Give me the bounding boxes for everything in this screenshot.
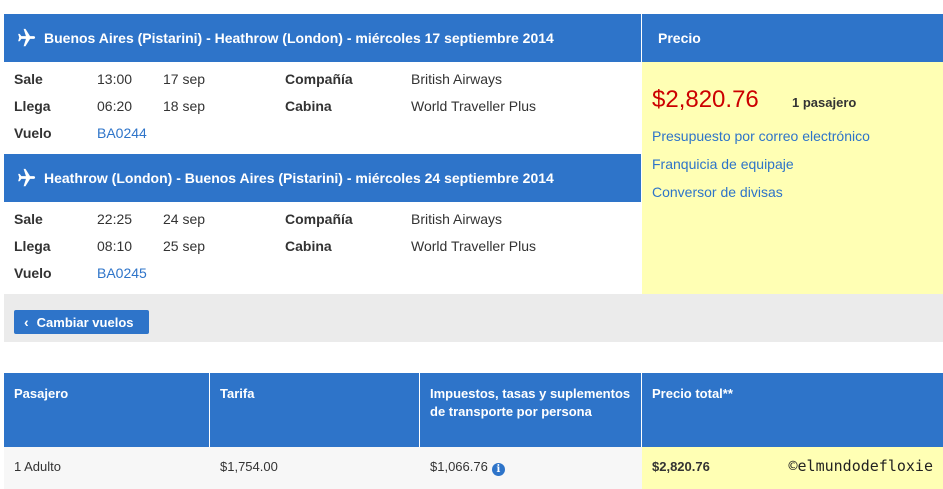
outbound-segment-body: Sale 13:00 17 sep Compañía British Airwa… — [4, 62, 641, 154]
total-value: $2,820.76 — [652, 459, 710, 474]
price-header-label: Precio — [658, 30, 701, 46]
total-cell: $2,820.76 ©elmundodefloxie — [642, 447, 943, 489]
total-price: $2,820.76 — [652, 86, 759, 113]
company-label: Compañía — [285, 71, 353, 87]
baggage-allowance-link[interactable]: Franquicia de equipaje — [652, 156, 794, 172]
passenger-count: 1 pasajero — [792, 95, 857, 110]
arrive-date: 18 sep — [163, 98, 206, 114]
depart-time: 13:00 — [97, 71, 133, 87]
depart-date: 24 sep — [163, 211, 206, 227]
info-icon[interactable]: i — [491, 463, 505, 476]
currency-converter-link[interactable]: Conversor de divisas — [652, 184, 783, 200]
action-bar: ‹ Cambiar vuelos — [4, 294, 943, 342]
arrive-time: 06:20 — [97, 98, 133, 114]
cabin-label: Cabina — [285, 238, 332, 254]
company-value: British Airways — [411, 71, 503, 87]
cabin-value: World Traveller Plus — [411, 238, 537, 254]
depart-label: Sale — [14, 71, 43, 87]
watermark: ©elmundodefloxie — [788, 457, 934, 475]
column-header-total: Precio total** — [642, 373, 943, 447]
flight-label: Vuelo — [14, 265, 52, 281]
airplane-icon — [18, 168, 36, 187]
return-segment-header: Heathrow (London) - Buenos Aires (Pistar… — [4, 154, 641, 202]
return-segment-body: Sale 22:25 24 sep Compañía British Airwa… — [4, 202, 641, 294]
arrive-time: 08:10 — [97, 238, 133, 254]
column-header-passenger: Pasajero — [4, 373, 209, 447]
return-segment-title: Heathrow (London) - Buenos Aires (Pistar… — [44, 170, 554, 186]
flight-number-link[interactable]: BA0244 — [97, 125, 147, 141]
chevron-left-icon: ‹ — [24, 314, 29, 330]
flight-details-panel: Buenos Aires (Pistarini) - Heathrow (Lon… — [4, 14, 641, 294]
email-quote-link[interactable]: Presupuesto por correo electrónico — [652, 128, 870, 144]
depart-time: 22:25 — [97, 211, 133, 227]
arrive-date: 25 sep — [163, 238, 206, 254]
table-header: Pasajero Tarifa Impuestos, tasas y suple… — [4, 373, 943, 447]
price-header: Precio — [642, 14, 943, 62]
airplane-icon — [18, 28, 36, 47]
arrive-label: Llega — [14, 98, 51, 114]
column-header-fare: Tarifa — [210, 373, 419, 447]
table-row: 1 Adulto $1,754.00 $1,066.76 i $2,820.76 … — [4, 447, 943, 489]
passenger-cell: 1 Adulto — [14, 459, 61, 474]
flight-number-link[interactable]: BA0245 — [97, 265, 147, 281]
column-header-taxes: Impuestos, tasas y suplementos de transp… — [420, 373, 641, 447]
flight-label: Vuelo — [14, 125, 52, 141]
fare-cell: $1,754.00 — [220, 459, 278, 474]
fare-breakdown-table: Pasajero Tarifa Impuestos, tasas y suple… — [4, 373, 943, 489]
cabin-label: Cabina — [285, 98, 332, 114]
change-flights-label: Cambiar vuelos — [36, 314, 134, 330]
outbound-segment-header: Buenos Aires (Pistarini) - Heathrow (Lon… — [4, 14, 641, 62]
taxes-value: $1,066.76 — [430, 459, 488, 474]
company-value: British Airways — [411, 211, 503, 227]
depart-date: 17 sep — [163, 71, 206, 87]
company-label: Compañía — [285, 211, 353, 227]
arrive-label: Llega — [14, 238, 51, 254]
change-flights-button[interactable]: ‹ Cambiar vuelos — [14, 310, 149, 334]
depart-label: Sale — [14, 211, 43, 227]
outbound-segment-title: Buenos Aires (Pistarini) - Heathrow (Lon… — [44, 30, 554, 46]
cabin-value: World Traveller Plus — [411, 98, 537, 114]
taxes-cell: $1,066.76 i — [420, 447, 641, 489]
price-summary: $2,820.76 1 pasajero Presupuesto por cor… — [642, 62, 943, 294]
